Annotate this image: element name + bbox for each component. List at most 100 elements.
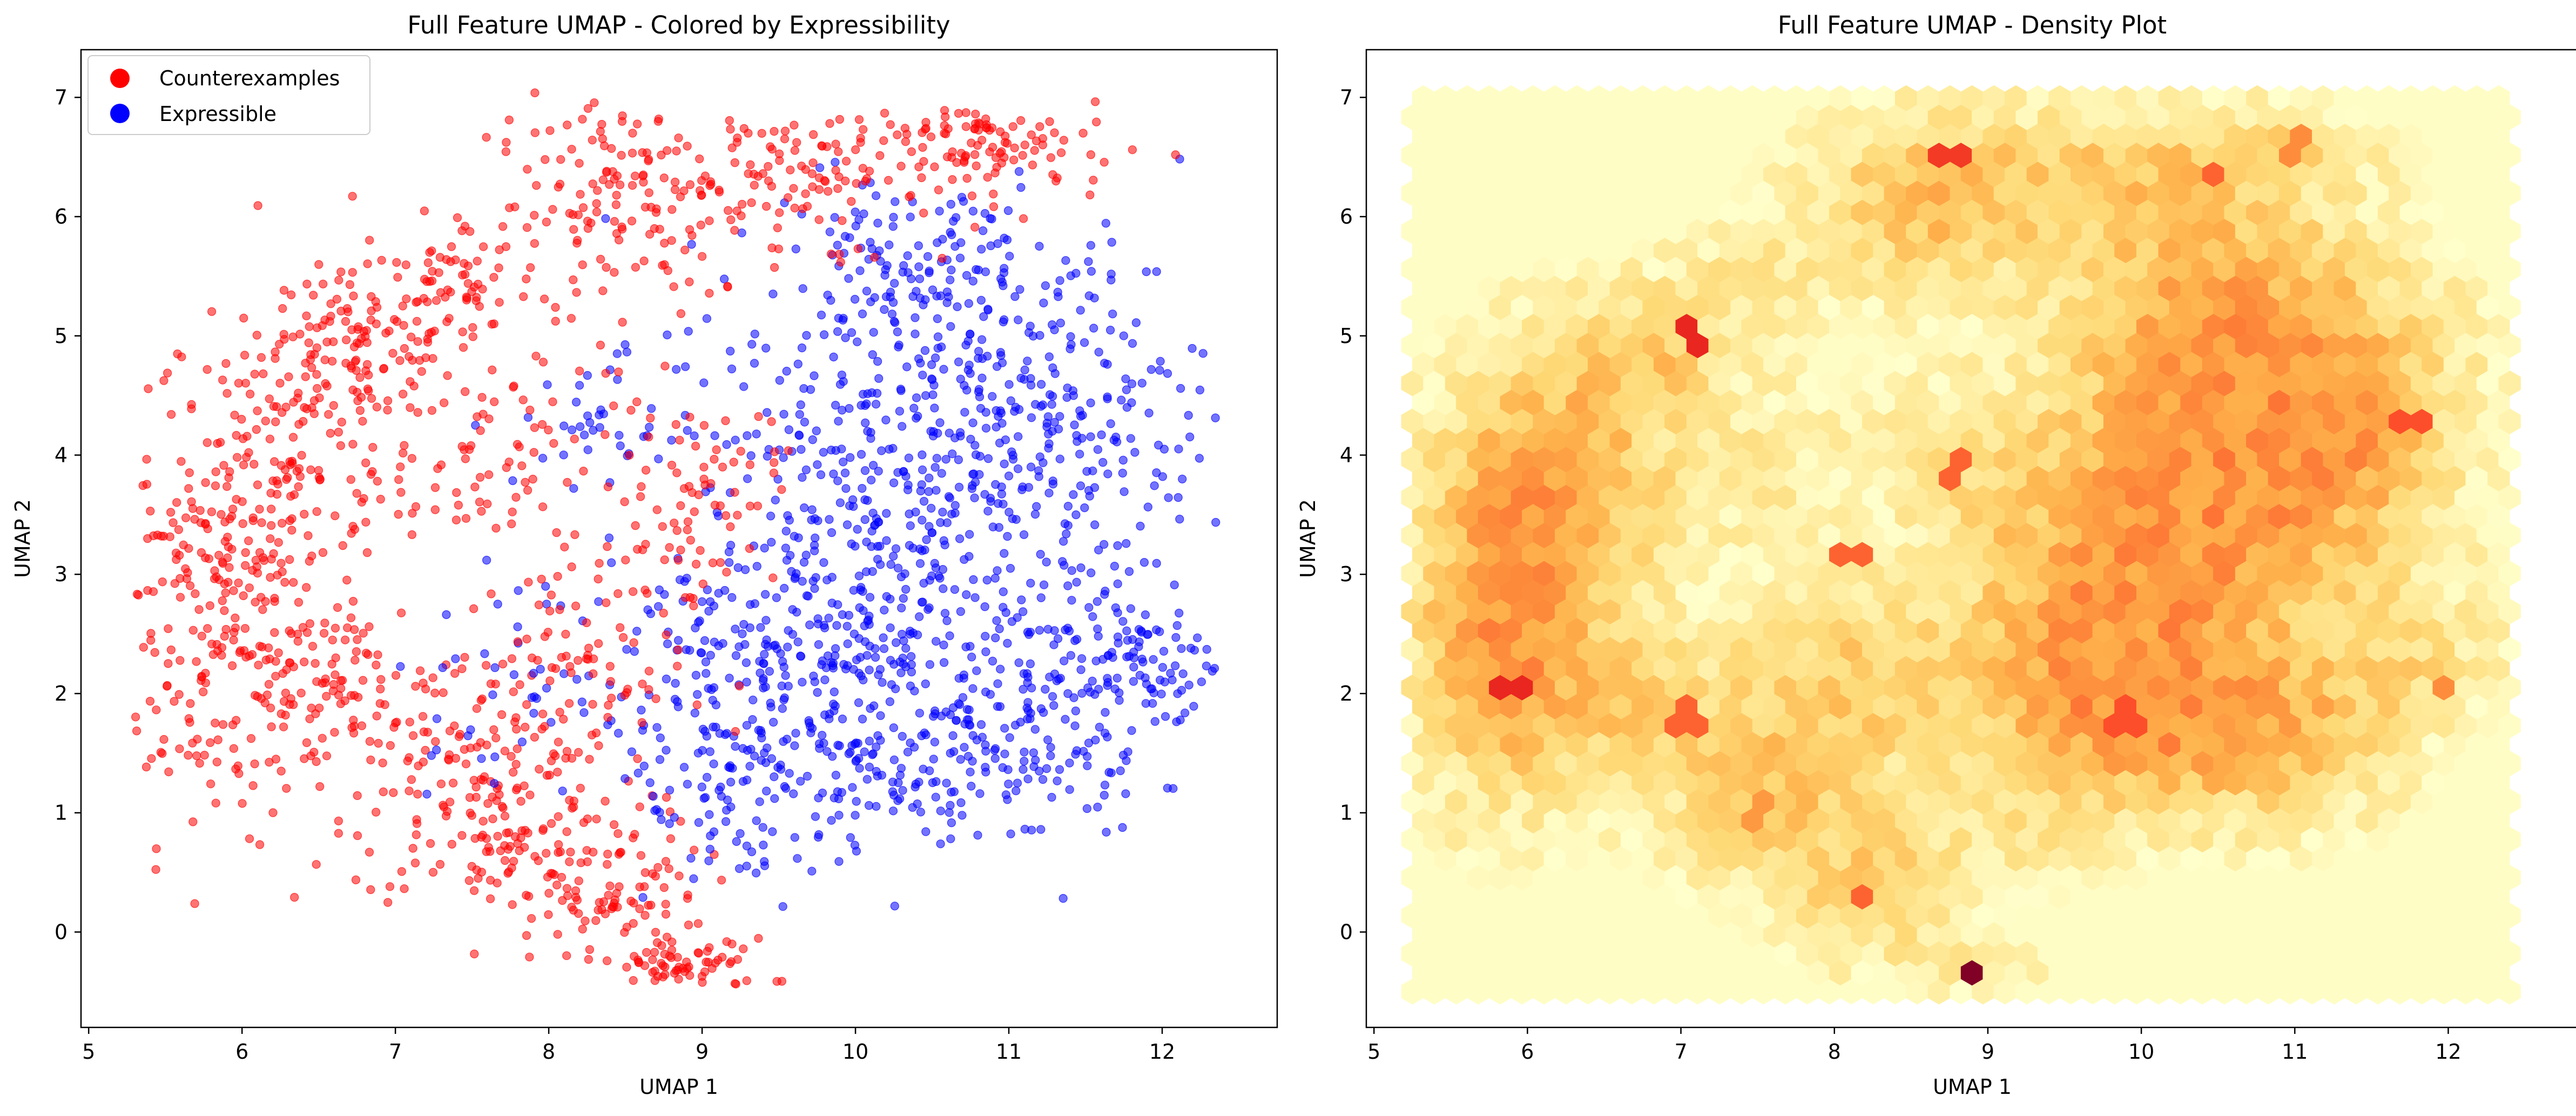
counterexample-point [485, 876, 495, 885]
counterexample-point [770, 263, 779, 272]
counterexample-point [336, 441, 346, 451]
expressible-point [818, 788, 827, 798]
counterexample-point [841, 157, 851, 166]
expressible-point [1000, 549, 1009, 558]
counterexample-point [460, 653, 469, 662]
expressible-point [1195, 454, 1204, 463]
counterexample-point [870, 253, 879, 262]
expressible-point [706, 831, 715, 841]
counterexample-point [1002, 139, 1012, 148]
expressible-point [766, 512, 776, 521]
counterexample-point [494, 263, 503, 272]
expressible-point [865, 665, 874, 675]
counterexample-point [572, 288, 581, 297]
expressible-point [847, 328, 857, 337]
expressible-point [841, 333, 850, 342]
expressible-point [1061, 715, 1070, 724]
expressible-point [796, 777, 805, 786]
counterexample-point [396, 488, 406, 497]
counterexample-point [144, 384, 153, 393]
counterexample-point [268, 808, 278, 817]
counterexample-point [500, 856, 510, 865]
counterexample-point [391, 671, 401, 680]
expressible-point [807, 515, 816, 525]
counterexample-point [166, 645, 176, 655]
counterexample-point [451, 256, 460, 265]
expressible-point [638, 893, 648, 902]
counterexample-point [745, 544, 754, 553]
counterexample-point [358, 676, 368, 685]
expressible-point [747, 340, 757, 349]
scatter-title: Full Feature UMAP - Colored by Expressib… [407, 11, 950, 39]
counterexample-point [824, 187, 833, 196]
expressible-point [870, 293, 879, 302]
counterexample-point [458, 343, 468, 352]
counterexample-point [612, 191, 621, 200]
expressible-point [683, 779, 692, 789]
counterexample-point [315, 782, 325, 791]
counterexample-point [313, 384, 322, 393]
expressible-point [791, 244, 800, 253]
expressible-point [956, 374, 965, 384]
counterexample-point [152, 844, 161, 853]
counterexample-point [463, 261, 473, 271]
expressible-point [877, 770, 887, 780]
expressible-point [1034, 472, 1043, 481]
expressible-point [1119, 331, 1128, 340]
expressible-point [1028, 332, 1038, 341]
counterexample-point [664, 864, 673, 873]
counterexample-point [377, 256, 386, 265]
counterexample-point [975, 119, 984, 129]
expressible-point [835, 380, 845, 389]
expressible-point [1076, 481, 1085, 490]
counterexample-point [596, 340, 605, 350]
counterexample-point [672, 526, 682, 535]
counterexample-point [551, 664, 561, 673]
counterexample-point [308, 642, 318, 651]
counterexample-point [572, 896, 582, 905]
expressible-point [831, 400, 840, 410]
expressible-point [981, 740, 990, 750]
expressible-point [1113, 608, 1122, 617]
expressible-point [838, 610, 847, 620]
expressible-point [1045, 673, 1054, 682]
expressible-point [862, 775, 872, 784]
counterexample-point [265, 434, 274, 443]
counterexample-point [513, 839, 522, 848]
counterexample-point [430, 688, 440, 698]
expressible-point [716, 782, 725, 792]
counterexample-point [564, 699, 574, 708]
counterexample-point [764, 162, 773, 171]
expressible-point [1044, 352, 1054, 361]
expressible-point [1076, 412, 1085, 421]
expressible-point [816, 470, 826, 480]
counterexample-point [376, 494, 385, 504]
counterexample-point [353, 791, 362, 801]
counterexample-point [430, 505, 440, 514]
counterexample-point [578, 115, 587, 124]
expressible-point [747, 847, 757, 857]
counterexample-point [488, 814, 497, 824]
expressible-point [962, 590, 971, 600]
expressible-point [817, 660, 826, 669]
counterexample-point [250, 759, 259, 769]
counterexample-point [515, 680, 524, 689]
expressible-point [862, 651, 872, 660]
counterexample-point [390, 718, 400, 728]
counterexample-point [315, 475, 325, 485]
scatter-x-tick-label: 7 [389, 1040, 402, 1064]
expressible-point [810, 371, 819, 380]
counterexample-point [361, 458, 370, 468]
counterexample-point [554, 183, 563, 192]
expressible-point [663, 639, 672, 649]
expressible-point [536, 664, 545, 674]
counterexample-point [576, 783, 585, 793]
expressible-point [936, 839, 945, 849]
expressible-point [981, 631, 990, 641]
expressible-point [995, 624, 1004, 634]
expressible-point [770, 794, 779, 803]
expressible-point [1003, 765, 1013, 774]
counterexample-point [663, 146, 672, 155]
expressible-point [919, 300, 928, 310]
counterexample-point [300, 509, 309, 519]
